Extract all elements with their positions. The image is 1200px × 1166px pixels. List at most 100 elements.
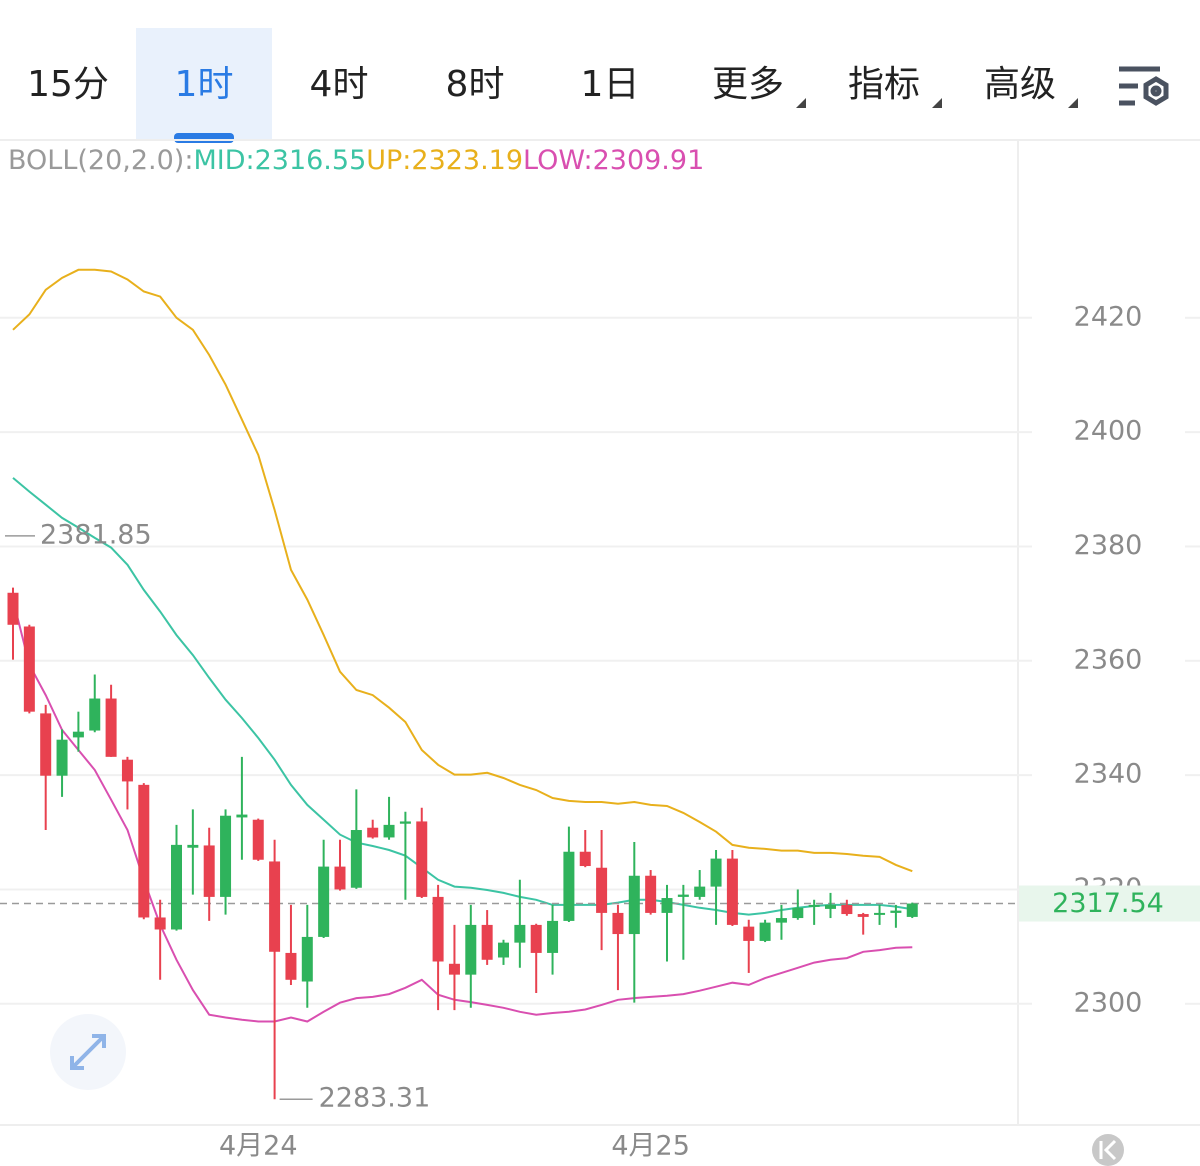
candle-body — [121, 759, 133, 782]
x-tick-label: 4月24 — [219, 1131, 298, 1162]
y-tick-label: 2400 — [1074, 416, 1143, 447]
reset-icon — [1099, 1139, 1117, 1161]
candle-body — [694, 886, 706, 897]
candle-body — [285, 952, 297, 980]
dropdown-caret — [796, 98, 806, 108]
candle-body — [645, 875, 657, 913]
boll-line — [12, 477, 913, 916]
candle-body — [432, 896, 444, 962]
candle-body — [874, 912, 886, 915]
candle-body — [563, 851, 575, 921]
legend-value: 2316.55 — [255, 145, 367, 176]
candle-body — [220, 815, 232, 897]
legend-name: MID: — [193, 145, 254, 176]
active-tab-indicator — [174, 133, 234, 143]
tab[interactable]: 1日 — [581, 64, 640, 105]
plot: 23002320234023602380240024204月244月252381… — [0, 268, 1200, 1162]
candle-body — [547, 920, 559, 953]
candle-body — [105, 698, 117, 757]
candle-body — [138, 784, 150, 918]
candle-body — [334, 866, 346, 890]
candle-body — [399, 821, 411, 824]
last-price-tag — [1019, 885, 1200, 922]
candle-body — [628, 875, 640, 935]
candle-body — [448, 963, 460, 975]
candle-body — [726, 858, 738, 925]
indicator-name: BOLL(20,2.0): — [8, 145, 193, 176]
candle-body — [759, 922, 771, 941]
candle-body — [661, 898, 673, 913]
candle-body — [710, 858, 722, 887]
tab[interactable]: 高级 — [984, 64, 1056, 105]
indicator-legend: BOLL(20,2.0):MID:2316.55UP:2323.19LOW:23… — [8, 145, 704, 176]
high-label: 2381.85 — [40, 519, 152, 550]
low-label: 2283.31 — [319, 1083, 431, 1114]
candle-body — [792, 907, 804, 919]
candle-body — [808, 904, 820, 907]
candle-body — [596, 867, 608, 913]
candle-body — [154, 917, 166, 930]
candle-body — [677, 894, 689, 897]
candle-body — [318, 866, 330, 937]
fullscreen-button[interactable] — [50, 1014, 126, 1090]
y-tick-label: 2340 — [1074, 759, 1143, 790]
candle-body — [530, 924, 542, 953]
candle-body — [203, 845, 215, 897]
candle-body — [416, 821, 428, 897]
candle-body — [350, 830, 362, 888]
y-tick-label: 2360 — [1074, 644, 1143, 675]
x-tick-label: 4月25 — [611, 1131, 690, 1162]
candle-body — [236, 814, 248, 818]
candle-body — [825, 904, 836, 909]
candle-body — [890, 910, 902, 913]
candle-body — [579, 851, 591, 867]
candle-body — [187, 844, 199, 848]
boll-line — [12, 599, 913, 1023]
legend-name: UP: — [366, 145, 411, 176]
legend-name: LOW: — [523, 145, 593, 176]
candle-body — [906, 903, 918, 917]
legend-value: 2309.91 — [593, 145, 705, 176]
tab[interactable]: 15分 — [27, 64, 109, 105]
candle-body — [367, 827, 379, 838]
tab[interactable]: 更多 — [712, 64, 784, 105]
reset-button[interactable] — [1092, 1134, 1124, 1166]
candle-body — [301, 936, 313, 982]
icon-hex — [1143, 76, 1169, 106]
expand-icon — [70, 1034, 106, 1070]
candle-body — [383, 824, 395, 838]
candle-body — [481, 924, 493, 960]
legend-value: 2323.19 — [411, 145, 523, 176]
y-tick-label: 2420 — [1074, 301, 1143, 332]
candle-body — [56, 739, 68, 776]
tab[interactable]: 1时 — [175, 64, 234, 105]
candle-body — [40, 713, 52, 776]
dropdown-caret — [932, 98, 942, 108]
candle-body — [7, 592, 19, 625]
dropdown-caret — [1068, 98, 1078, 108]
icon-dot — [1150, 85, 1162, 97]
candle-body — [743, 926, 755, 941]
candle-body — [23, 626, 35, 712]
tab[interactable]: 指标 — [848, 64, 920, 105]
candle-body — [857, 914, 869, 917]
tab[interactable]: 4时 — [310, 64, 369, 105]
tab-bar: 15分 1时 4时 8时 1日 更多 指标 高级 — [27, 28, 1078, 143]
candle-body — [465, 924, 477, 975]
active-tab-bg — [136, 28, 272, 140]
candle-body — [72, 731, 84, 738]
tab[interactable]: 8时 — [446, 64, 505, 105]
settings-icon[interactable] — [1119, 66, 1169, 106]
last-price-label: 2317.54 — [1052, 888, 1164, 919]
candle-body — [498, 942, 509, 958]
candle-body — [89, 698, 101, 731]
candle-body — [171, 844, 182, 930]
y-tick-label: 2380 — [1074, 530, 1143, 561]
candle-body — [612, 912, 624, 935]
candle-body — [514, 924, 526, 943]
candle-body — [269, 861, 281, 952]
y-tick-label: 2300 — [1074, 987, 1143, 1018]
candle-body — [252, 819, 264, 860]
